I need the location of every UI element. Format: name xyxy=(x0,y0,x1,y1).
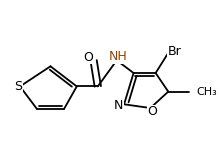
Text: O: O xyxy=(148,105,158,118)
Text: N: N xyxy=(114,99,123,112)
Text: O: O xyxy=(83,51,93,64)
Text: CH₃: CH₃ xyxy=(197,87,217,97)
Text: NH: NH xyxy=(108,50,127,63)
Text: Br: Br xyxy=(168,45,182,58)
Text: S: S xyxy=(14,80,22,93)
